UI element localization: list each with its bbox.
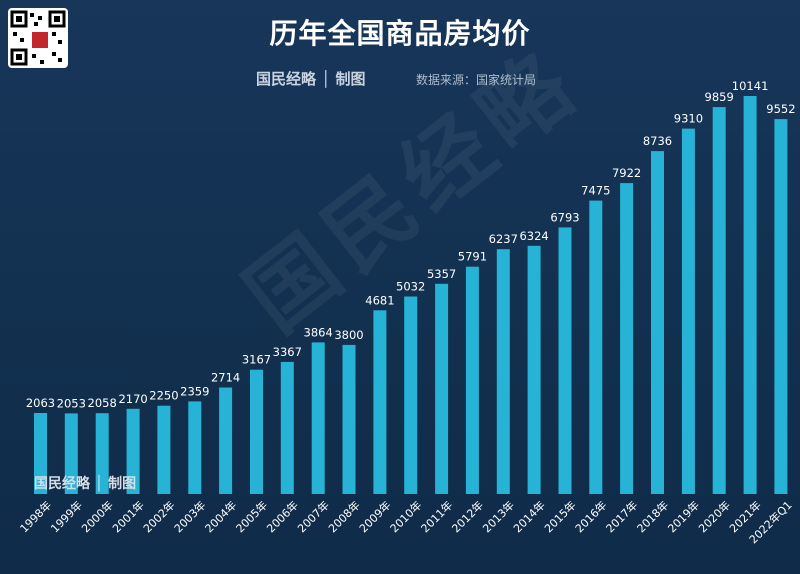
x-tick-label-2016年: 2016年: [572, 498, 609, 535]
x-tick-label-2009年: 2009年: [356, 498, 393, 535]
bar-2015年: [558, 227, 572, 494]
bar-1999年: [64, 413, 78, 494]
x-tick-label-2019年: 2019年: [665, 498, 702, 535]
bar-2021年: [743, 96, 757, 494]
x-tick-label-2015年: 2015年: [541, 498, 578, 535]
value-label-2022年Q1: 9552: [766, 102, 795, 116]
value-label-2010年: 5032: [396, 280, 425, 294]
brand-label: 国民经略 │ 制图: [256, 70, 366, 88]
value-label-2012年: 5791: [458, 250, 487, 264]
value-label-2018年: 8736: [643, 134, 672, 148]
x-tick-label-2010年: 2010年: [387, 498, 424, 535]
bar-2019年: [681, 128, 695, 494]
value-label-2021年: 10141: [732, 79, 769, 93]
x-tick-label-2020年: 2020年: [696, 498, 733, 535]
value-label-2006年: 3367: [273, 345, 302, 359]
x-tick-label-2005年: 2005年: [233, 498, 270, 535]
bar-2017年: [620, 183, 634, 494]
bar-2009年: [373, 310, 387, 494]
value-label-2013年: 6237: [489, 232, 518, 246]
x-tick-label-2003年: 2003年: [171, 498, 208, 535]
x-tick-label-2017年: 2017年: [603, 498, 640, 535]
x-tick-label-2012年: 2012年: [449, 498, 486, 535]
x-tick-label-2008年: 2008年: [325, 498, 362, 535]
value-label-2004年: 2714: [211, 371, 240, 385]
x-tick-label-2000年: 2000年: [79, 498, 116, 535]
value-label-2005年: 3167: [242, 353, 271, 367]
x-tick-label-2002年: 2002年: [140, 498, 177, 535]
value-label-2014年: 6324: [519, 229, 548, 243]
value-label-2015年: 6793: [550, 210, 579, 224]
value-label-2003年: 2359: [180, 384, 209, 398]
bar-2018年: [651, 151, 664, 494]
value-label-2000年: 2058: [88, 396, 117, 410]
value-label-2009年: 4681: [365, 293, 394, 307]
value-label-2019年: 9310: [674, 112, 703, 126]
value-label-2017年: 7922: [612, 166, 641, 180]
bar-2020年: [712, 107, 726, 494]
x-tick-label-2001年: 2001年: [109, 498, 146, 535]
x-tick-label-2006年: 2006年: [264, 498, 301, 535]
value-label-2007年: 3864: [304, 325, 333, 339]
bar-2002年: [157, 405, 171, 494]
value-label-2016年: 7475: [581, 184, 610, 198]
bar-2001年: [126, 408, 140, 494]
bar-2000年: [95, 413, 109, 494]
bar-1998年: [34, 413, 47, 494]
bar-2012年: [465, 266, 479, 494]
x-tick-label-1999年: 1999年: [48, 498, 85, 535]
x-tick-label-2011年: 2011年: [418, 498, 455, 535]
x-tick-label-2007年: 2007年: [295, 498, 332, 535]
bar-2003年: [188, 401, 202, 494]
value-label-2001年: 2170: [118, 392, 147, 406]
bottom-brand-label: 国民经略 │ 制图: [34, 476, 137, 492]
bar-2022年Q1: [774, 119, 788, 494]
x-tick-label-1998年: 1998年: [17, 498, 54, 535]
bar-2005年: [250, 369, 263, 494]
value-label-2011年: 5357: [427, 267, 456, 281]
x-tick-label-2004年: 2004年: [202, 498, 239, 535]
bar-2016年: [589, 200, 603, 494]
bar-2008年: [342, 344, 356, 494]
value-label-1998年: 2063: [26, 396, 55, 410]
bar-2007年: [311, 342, 325, 494]
x-tick-label-2014年: 2014年: [510, 498, 547, 535]
bar-2013年: [496, 249, 510, 494]
x-tick-label-2018年: 2018年: [634, 498, 671, 535]
bar-2011年: [435, 283, 449, 494]
bar-2010年: [404, 296, 418, 494]
value-label-2002年: 2250: [149, 389, 178, 403]
bar-2014年: [527, 245, 541, 494]
value-label-2008年: 3800: [334, 328, 363, 342]
x-tick-label-2013年: 2013年: [480, 498, 517, 535]
bar-2004年: [219, 387, 233, 494]
value-label-1999年: 2053: [57, 396, 86, 410]
bar-2006年: [280, 361, 294, 494]
data-source-label: 数据来源：国家统计局: [416, 73, 537, 87]
qr-code-icon: [8, 8, 68, 68]
value-label-2020年: 9859: [705, 90, 734, 104]
chart-title: 历年全国商品房均价: [269, 17, 531, 50]
